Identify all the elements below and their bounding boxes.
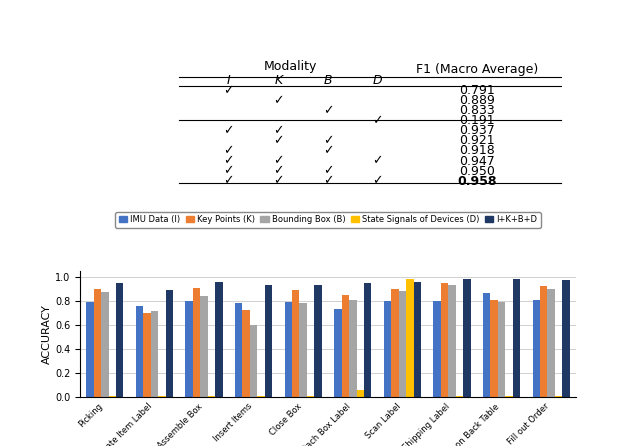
Text: F1 (Macro Average): F1 (Macro Average) [415, 63, 538, 76]
Text: ✓: ✓ [372, 115, 383, 128]
Bar [441, 283, 448, 397]
Text: ✓: ✓ [323, 165, 333, 178]
Text: ✓: ✓ [223, 154, 234, 168]
Text: ✓: ✓ [372, 174, 383, 188]
Bar [506, 396, 513, 397]
Text: ✓: ✓ [323, 174, 333, 188]
Bar [463, 279, 470, 397]
Bar [406, 279, 413, 397]
Text: 0.918: 0.918 [459, 145, 495, 157]
Text: ✓: ✓ [273, 154, 284, 168]
Text: ✓: ✓ [273, 165, 284, 178]
Text: 0.947: 0.947 [459, 154, 495, 168]
Bar [456, 396, 463, 397]
Text: B: B [324, 74, 332, 87]
Bar [109, 396, 116, 397]
Bar [116, 283, 124, 397]
Bar [490, 301, 498, 397]
Bar [384, 301, 391, 397]
Text: ✓: ✓ [273, 174, 284, 188]
Bar [193, 288, 200, 397]
Text: 0.791: 0.791 [459, 84, 495, 97]
Bar [540, 286, 547, 397]
Bar [200, 296, 208, 397]
Bar [265, 285, 272, 397]
Bar [307, 396, 314, 397]
Bar [314, 285, 322, 397]
Bar [93, 289, 101, 397]
Bar [186, 301, 193, 397]
Text: ✓: ✓ [223, 145, 234, 157]
Text: ✓: ✓ [273, 135, 284, 148]
Text: 0.191: 0.191 [459, 115, 495, 128]
Bar [292, 290, 300, 397]
Text: 0.921: 0.921 [459, 135, 495, 148]
Bar [342, 295, 349, 397]
Bar [334, 309, 342, 397]
Bar [143, 313, 150, 397]
Bar [483, 293, 490, 397]
Text: D: D [372, 74, 383, 87]
Bar [513, 279, 520, 397]
Bar [250, 325, 257, 397]
Text: ✓: ✓ [323, 104, 333, 117]
Bar [349, 300, 356, 397]
Bar [555, 396, 563, 397]
Text: 0.937: 0.937 [459, 124, 495, 137]
Text: 0.950: 0.950 [459, 165, 495, 178]
Bar [243, 310, 250, 397]
Bar [413, 282, 421, 397]
Bar [86, 302, 93, 397]
Bar [399, 291, 406, 397]
Bar [158, 396, 166, 397]
Text: 0.958: 0.958 [457, 174, 497, 188]
Bar [532, 300, 540, 397]
Text: I: I [227, 74, 230, 87]
Text: ✓: ✓ [273, 95, 284, 107]
Bar [101, 292, 109, 397]
Bar [257, 396, 265, 397]
Text: ✓: ✓ [223, 174, 234, 188]
Text: ✓: ✓ [323, 135, 333, 148]
Bar [300, 303, 307, 397]
Bar [285, 302, 292, 397]
Text: Modality: Modality [264, 60, 317, 73]
Text: ✓: ✓ [223, 124, 234, 137]
Text: 0.889: 0.889 [459, 95, 495, 107]
Bar [208, 396, 215, 397]
Text: ✓: ✓ [323, 145, 333, 157]
Bar [364, 283, 371, 397]
Bar [356, 390, 364, 397]
Bar [498, 301, 506, 397]
Bar [136, 306, 143, 397]
Bar [448, 285, 456, 397]
Text: ✓: ✓ [273, 124, 284, 137]
Bar [391, 289, 399, 397]
Text: ✓: ✓ [223, 84, 234, 97]
Bar [150, 311, 158, 397]
Text: K: K [275, 74, 282, 87]
Bar [166, 289, 173, 397]
Bar [235, 303, 243, 397]
Text: ✓: ✓ [223, 165, 234, 178]
Text: 0.833: 0.833 [459, 104, 495, 117]
Bar [215, 281, 223, 397]
Y-axis label: ACCURACY: ACCURACY [42, 304, 52, 364]
Bar [547, 289, 555, 397]
Bar [433, 301, 441, 397]
Text: ✓: ✓ [372, 154, 383, 168]
Legend: IMU Data (I), Key Points (K), Bounding Box (B), State Signals of Devices (D), I+: IMU Data (I), Key Points (K), Bounding B… [115, 212, 541, 227]
Bar [563, 280, 570, 397]
